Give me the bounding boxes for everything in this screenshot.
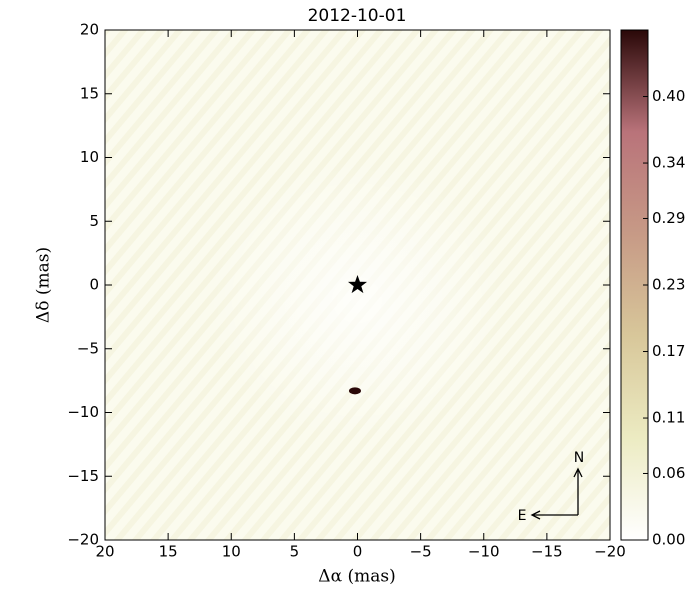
y-tick-label: −20 [67, 531, 99, 549]
x-tick-label: 0 [353, 543, 363, 561]
source-blob [348, 387, 361, 395]
colorbar-tick-label: 0.34 [652, 154, 685, 172]
x-tick-label: −10 [468, 543, 500, 561]
colorbar-tick-label: 0.40 [652, 87, 685, 105]
colorbar-tick-label: 0.00 [652, 531, 685, 549]
x-axis-label: Δα (mas) [318, 567, 395, 587]
x-tick-label: −15 [531, 543, 563, 561]
colorbar-tick-label: 0.17 [652, 342, 685, 360]
colorbar-tick-label: 0.29 [652, 209, 685, 227]
chart-title: 2012-10-01 [308, 6, 407, 26]
star-marker [348, 275, 367, 294]
compass [530, 467, 583, 520]
y-tick-label: 15 [80, 84, 99, 102]
x-tick-label: 15 [159, 543, 178, 561]
y-tick-label: −15 [67, 467, 99, 485]
y-axis-label: Δδ (mas) [34, 247, 54, 323]
compass-east-label: E [518, 508, 527, 524]
y-tick-label: 5 [89, 212, 99, 230]
x-tick-label: 20 [95, 543, 114, 561]
compass-east-head [530, 510, 541, 520]
x-tick-label: −5 [410, 543, 432, 561]
y-tick-label: −5 [77, 339, 99, 357]
colorbar-tick-label: 0.06 [652, 464, 685, 482]
image-glow [207, 160, 507, 440]
x-tick-label: −20 [594, 543, 626, 561]
y-tick-label: −10 [67, 403, 99, 421]
compass-north-label: N [574, 450, 584, 466]
colorbar-tick-label: 0.11 [652, 409, 685, 427]
y-tick-label: 20 [80, 21, 99, 39]
y-tick-label: 0 [89, 276, 99, 294]
compass-north-head [573, 467, 583, 478]
y-tick-label: 10 [80, 148, 99, 166]
x-tick-label: 5 [290, 543, 300, 561]
x-tick-label: 10 [222, 543, 241, 561]
colorbar-tick-label: 0.23 [652, 276, 685, 294]
